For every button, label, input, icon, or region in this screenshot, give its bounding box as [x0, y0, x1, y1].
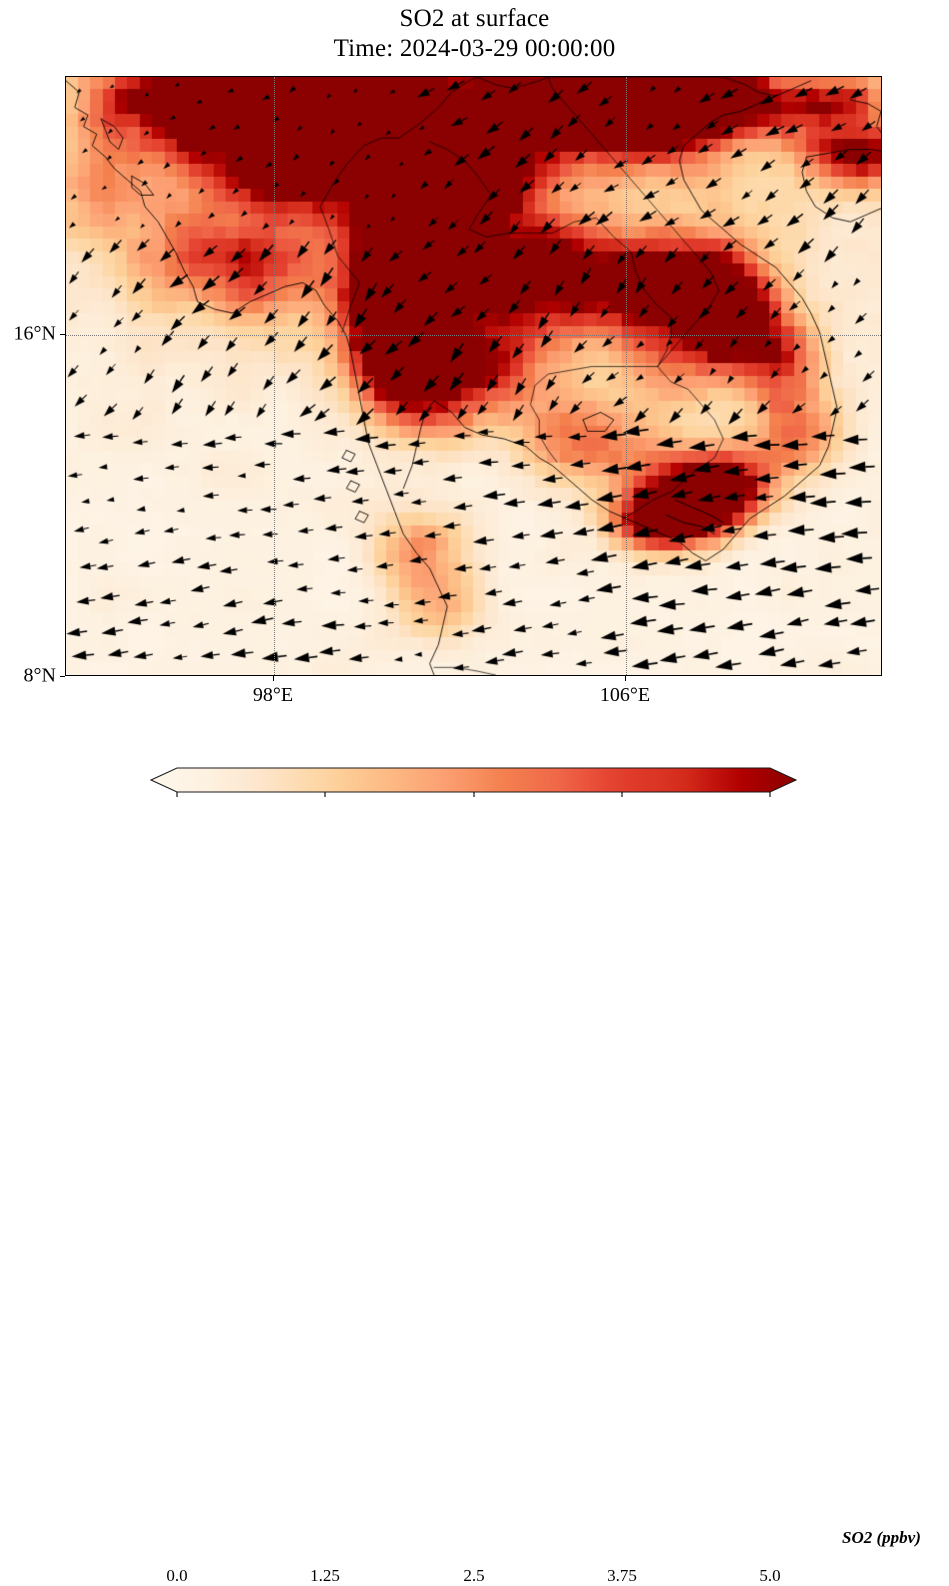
colorbar-tick-label: 0.0: [166, 1566, 188, 1585]
colorbar-tick-label: 3.75: [607, 1566, 637, 1585]
colorbar: SO2 (ppbv) 0.0 1.25 2.5 3.75 5.0: [0, 760, 949, 1585]
wind-vector-layer: [66, 77, 881, 675]
colorbar-tick-label: 1.25: [310, 1566, 340, 1585]
y-axis-tick-label: 16°N: [13, 322, 56, 345]
y-axis-tick: [60, 334, 65, 335]
colorbar-tick-label: 5.0: [759, 1566, 781, 1585]
map-axes: [65, 76, 882, 676]
gridline-vertical: [274, 77, 275, 675]
colorbar-gradient: [149, 767, 798, 797]
colorbar-label: SO2 (ppbv): [842, 1528, 921, 1547]
x-axis-tick: [273, 676, 274, 681]
x-axis-tick-label: 98°E: [252, 684, 294, 706]
title-line-variable: SO2 at surface: [399, 5, 550, 32]
gridline-vertical: [626, 77, 627, 675]
y-axis-tick: [60, 676, 65, 677]
gridline-layer: [66, 77, 881, 675]
x-axis-tick-label: 106°E: [599, 684, 651, 706]
y-axis-tick-label: 8°N: [23, 664, 56, 687]
x-axis-tick: [625, 676, 626, 681]
title-line-timestamp: Time: 2024-03-29 00:00:00: [333, 35, 616, 62]
colorbar-tick-label: 2.5: [463, 1566, 485, 1585]
gridline-horizontal: [66, 335, 881, 336]
figure-title: SO2 at surface Time: 2024-03-29 00:00:00: [0, 4, 949, 64]
